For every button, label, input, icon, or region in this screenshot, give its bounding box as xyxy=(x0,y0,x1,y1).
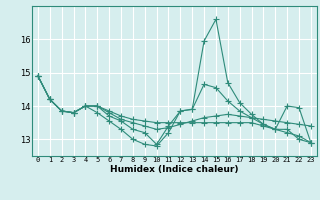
X-axis label: Humidex (Indice chaleur): Humidex (Indice chaleur) xyxy=(110,165,239,174)
